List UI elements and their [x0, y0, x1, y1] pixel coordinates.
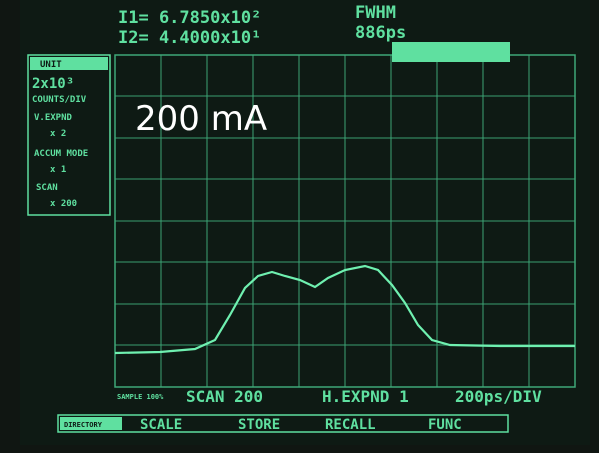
menu-button[interactable]: DIRECTORY: [64, 421, 103, 429]
h-expnd-status: H.EXPND 1: [322, 387, 409, 406]
scan-value: x 200: [50, 199, 77, 209]
scan-label: SCAN: [36, 183, 58, 193]
accum-label: ACCUM MODE: [34, 149, 88, 159]
v-expnd-value: x 2: [50, 129, 66, 139]
menu-button[interactable]: STORE: [238, 417, 280, 433]
highlight-box: [392, 42, 510, 62]
screen-photo: I1= 6.7850x10² I2= 4.4000x10¹ FWHM 886ps…: [0, 0, 599, 453]
overlay-label: 200 mA: [135, 99, 267, 139]
time-per-div: 200ps/DIV: [455, 387, 542, 406]
i1-readout: I1= 6.7850x10²: [118, 8, 261, 28]
unit-caption: COUNTS/DIV: [32, 95, 87, 105]
scan-status: SCAN 200: [186, 387, 263, 406]
accum-value: x 1: [50, 165, 66, 175]
menu-button[interactable]: SCALE: [140, 417, 182, 433]
i2-readout: I2= 4.4000x10¹: [118, 28, 261, 48]
v-expnd-label: V.EXPND: [34, 113, 73, 123]
menu-button[interactable]: FUNC: [428, 417, 462, 433]
fwhm-value: 886ps: [355, 23, 406, 43]
sample-label: SAMPLE 100%: [117, 393, 164, 401]
menu-button[interactable]: RECALL: [325, 417, 376, 433]
unit-label: UNIT: [40, 60, 62, 70]
fwhm-label: FWHM: [355, 3, 396, 23]
unit-value: 2x10³: [32, 76, 74, 92]
